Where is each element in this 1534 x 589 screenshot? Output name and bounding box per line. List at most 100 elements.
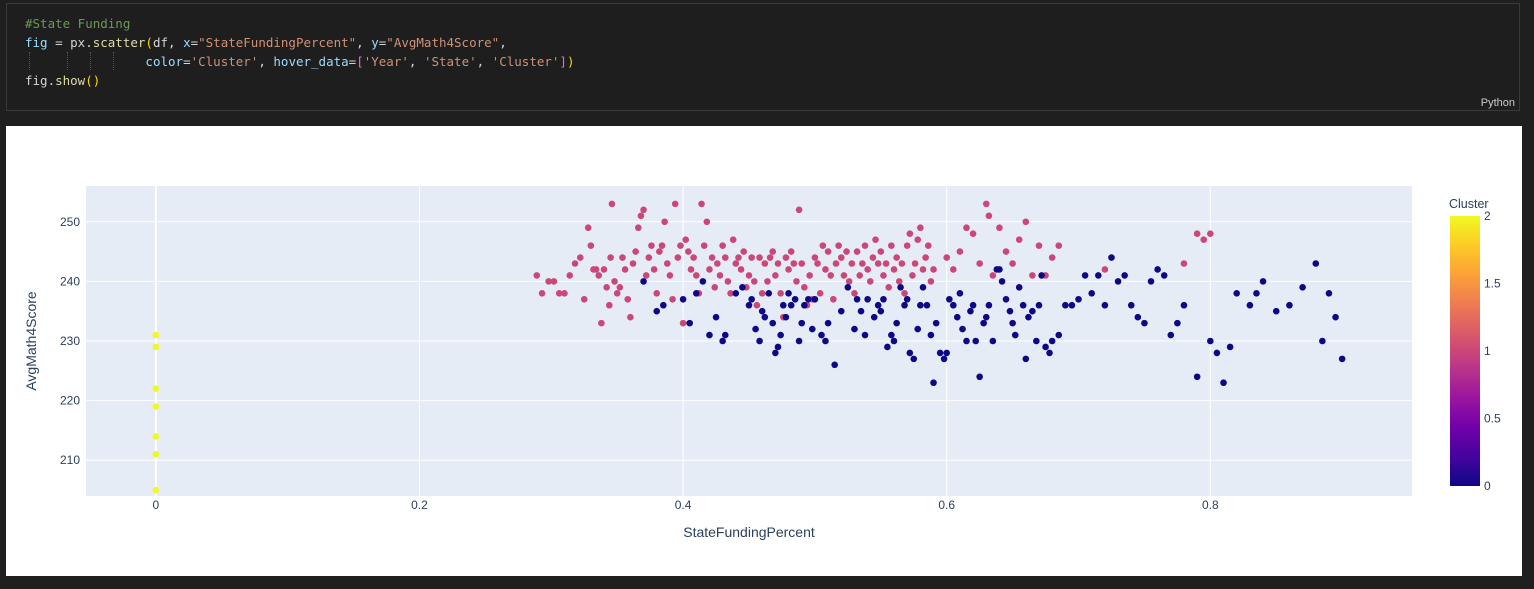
data-point[interactable] (861, 242, 869, 249)
data-point[interactable] (774, 343, 782, 351)
data-point[interactable] (750, 278, 758, 285)
data-point[interactable] (1029, 272, 1036, 279)
data-point[interactable] (882, 260, 890, 267)
data-point[interactable] (640, 206, 647, 214)
data-point[interactable] (732, 260, 740, 267)
data-point[interactable] (801, 284, 808, 291)
data-point[interactable] (1220, 379, 1227, 387)
data-point[interactable] (801, 301, 808, 309)
data-point[interactable] (791, 295, 799, 303)
code-cell[interactable]: #State Funding fig = px.scatter(df, x="S… (6, 3, 1520, 111)
data-point[interactable] (632, 248, 639, 255)
data-point[interactable] (752, 325, 759, 333)
data-point[interactable] (611, 278, 618, 285)
data-point[interactable] (687, 266, 695, 273)
data-point[interactable] (890, 266, 898, 273)
data-point[interactable] (545, 278, 552, 285)
data-point[interactable] (1108, 254, 1115, 261)
data-point[interactable] (745, 272, 753, 279)
data-point[interactable] (1141, 319, 1148, 327)
data-point[interactable] (671, 200, 679, 208)
data-point[interactable] (1127, 301, 1135, 309)
data-point[interactable] (627, 313, 634, 321)
data-point[interactable] (844, 284, 852, 291)
data-point[interactable] (943, 349, 951, 357)
data-point[interactable] (996, 224, 1003, 232)
data-point[interactable] (910, 355, 918, 363)
data-point[interactable] (787, 301, 795, 309)
data-point[interactable] (616, 284, 624, 291)
data-point[interactable] (906, 349, 914, 357)
data-point[interactable] (674, 254, 682, 261)
data-point[interactable] (903, 295, 911, 303)
data-point[interactable] (1046, 349, 1053, 357)
data-point[interactable] (719, 337, 726, 345)
data-point[interactable] (1167, 331, 1175, 339)
data-point[interactable] (914, 325, 922, 333)
data-point[interactable] (653, 290, 661, 297)
data-point[interactable] (927, 278, 935, 285)
data-point[interactable] (555, 290, 563, 297)
data-point[interactable] (861, 331, 869, 339)
data-point[interactable] (837, 307, 845, 315)
data-point[interactable] (152, 403, 160, 410)
data-point[interactable] (686, 319, 693, 327)
data-point[interactable] (772, 272, 779, 279)
data-point[interactable] (1035, 242, 1043, 249)
data-points[interactable] (152, 200, 1346, 494)
data-point[interactable] (851, 290, 858, 297)
data-point[interactable] (1319, 337, 1326, 345)
data-point[interactable] (811, 254, 819, 261)
data-point[interactable] (798, 319, 806, 327)
data-point[interactable] (748, 254, 755, 261)
data-point[interactable] (766, 254, 774, 261)
data-point[interactable] (853, 248, 861, 255)
data-point[interactable] (924, 242, 932, 249)
data-point[interactable] (811, 295, 819, 303)
data-point[interactable] (745, 301, 753, 309)
data-point[interactable] (906, 230, 914, 237)
data-point[interactable] (782, 313, 790, 321)
data-point[interactable] (917, 224, 924, 232)
data-point[interactable] (914, 236, 922, 243)
data-point[interactable] (874, 301, 882, 309)
data-point[interactable] (677, 242, 684, 249)
data-point[interactable] (598, 319, 605, 327)
data-point[interactable] (798, 260, 806, 267)
data-point[interactable] (753, 301, 761, 309)
data-point[interactable] (1207, 230, 1214, 237)
data-point[interactable] (712, 313, 720, 321)
data-point[interactable] (774, 260, 782, 267)
data-point[interactable] (969, 230, 977, 237)
data-point[interactable] (967, 307, 974, 315)
data-point[interactable] (898, 260, 906, 267)
data-point[interactable] (619, 254, 626, 261)
data-point[interactable] (642, 272, 650, 279)
data-point[interactable] (1019, 301, 1027, 309)
data-point[interactable] (769, 248, 777, 255)
data-point[interactable] (893, 319, 900, 327)
data-point[interactable] (950, 266, 957, 273)
code-editor[interactable]: #State Funding fig = px.scatter(df, x="S… (25, 14, 574, 90)
data-point[interactable] (1147, 278, 1155, 285)
data-point[interactable] (603, 284, 610, 291)
data-point[interactable] (956, 290, 964, 297)
data-point[interactable] (777, 290, 784, 297)
data-point[interactable] (637, 212, 645, 220)
data-point[interactable] (927, 331, 935, 339)
data-point[interactable] (950, 301, 957, 309)
data-point[interactable] (761, 313, 769, 321)
data-point[interactable] (1272, 307, 1280, 315)
data-point[interactable] (566, 272, 574, 279)
data-point[interactable] (152, 343, 160, 351)
data-point[interactable] (724, 278, 732, 285)
data-point[interactable] (985, 212, 993, 220)
data-point[interactable] (1015, 236, 1023, 243)
data-point[interactable] (595, 272, 603, 279)
data-point[interactable] (884, 343, 891, 351)
data-point[interactable] (969, 301, 977, 309)
data-point[interactable] (714, 260, 721, 267)
data-point[interactable] (1015, 284, 1023, 291)
data-point[interactable] (735, 254, 742, 261)
data-point[interactable] (874, 260, 882, 267)
